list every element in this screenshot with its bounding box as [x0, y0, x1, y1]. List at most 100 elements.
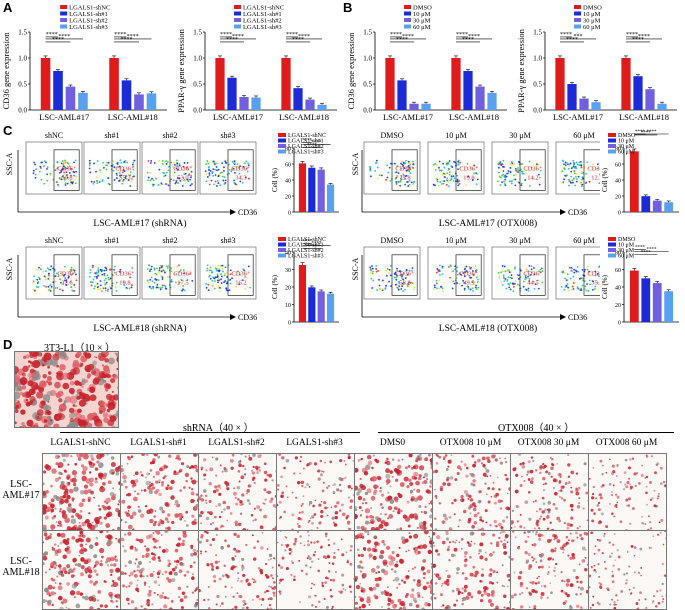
flow-event [451, 178, 453, 180]
flow-event [581, 167, 583, 169]
lipid-droplet [663, 544, 665, 546]
bar [463, 71, 472, 110]
flow-event [165, 287, 167, 289]
lipid-droplet [600, 496, 603, 499]
lipid-droplet [64, 491, 69, 496]
flow-event [408, 162, 410, 164]
lipid-droplet [206, 502, 208, 504]
lipid-droplet [128, 603, 130, 605]
lipid-droplet [479, 555, 483, 559]
lipid-droplet [666, 478, 667, 481]
lipid-droplet [408, 550, 410, 552]
lipid-droplet [478, 500, 481, 503]
lipid-droplet [567, 523, 571, 527]
lipid-droplet [370, 588, 374, 592]
flow-event [370, 278, 372, 280]
lipid-droplet [290, 551, 292, 553]
flow-event [152, 288, 154, 290]
flow-event [504, 270, 506, 272]
lipid-droplet [547, 571, 549, 573]
flow-event [572, 180, 574, 182]
flow-event [162, 278, 164, 280]
lipid-droplet [376, 485, 379, 488]
micrograph [198, 453, 277, 533]
lipid-droplet [148, 590, 151, 593]
lipid-droplet [133, 570, 135, 572]
flow-event [205, 170, 207, 172]
flow-event [513, 286, 515, 288]
flow-event [64, 266, 66, 268]
lipid-droplet [379, 490, 382, 493]
lipid-droplet [380, 550, 384, 554]
flow-event [229, 289, 231, 291]
lipid-droplet [50, 419, 52, 421]
flow-event [573, 269, 575, 271]
lipid-droplet [32, 360, 40, 368]
lipid-droplet [144, 584, 146, 586]
y-tick-label: 1.0 [193, 55, 202, 63]
flow-event [101, 180, 103, 182]
lipid-droplet [135, 548, 138, 551]
lipid-droplet [307, 521, 309, 523]
lipid-droplet [421, 566, 425, 570]
lipid-droplet [39, 380, 47, 388]
lipid-droplet [281, 456, 284, 459]
lipid-droplet [449, 541, 451, 543]
lipid-droplet [366, 599, 371, 604]
lipid-droplet [645, 491, 648, 494]
lipid-droplet [442, 583, 444, 585]
flow-event [65, 184, 67, 186]
flow-event [574, 167, 576, 169]
lipid-droplet [437, 576, 440, 579]
lipid-droplet [122, 475, 127, 480]
flow-event [477, 179, 479, 181]
lipid-droplet [437, 553, 440, 556]
lipid-droplet [626, 481, 629, 484]
lipid-droplet [494, 502, 497, 505]
lipid-droplet [568, 476, 570, 478]
flow-event [562, 182, 564, 184]
flow-event [503, 277, 505, 279]
lipid-droplet [75, 563, 78, 566]
lipid-droplet [491, 496, 493, 498]
lipid-droplet [78, 525, 81, 528]
lipid-droplet [102, 505, 105, 508]
flow-event [439, 274, 441, 276]
lipid-droplet [526, 560, 529, 563]
flow-event [46, 168, 48, 170]
lipid-droplet [367, 488, 372, 493]
flow-event [232, 161, 234, 163]
flow-event [75, 176, 77, 178]
lipid-droplet [286, 485, 288, 487]
flow-event [396, 268, 398, 270]
lipid-droplet [106, 394, 112, 400]
lipid-droplet [365, 521, 369, 525]
lipid-droplet [220, 487, 222, 489]
lipid-droplet [297, 481, 300, 484]
flow-event [503, 170, 505, 172]
lipid-droplet [309, 557, 312, 560]
lipid-droplet [628, 497, 631, 500]
lipid-droplet [207, 599, 209, 601]
lipid-droplet [310, 566, 312, 568]
y-tick-label: 20 [285, 195, 291, 201]
flow-event [132, 162, 134, 164]
flow-event [370, 270, 372, 272]
lipid-droplet [109, 569, 113, 573]
lipid-droplet [498, 523, 502, 527]
lipid-droplet [55, 552, 59, 556]
legend-swatch [278, 254, 286, 258]
flow-event [433, 288, 435, 290]
lipid-droplet [58, 398, 62, 402]
lipid-droplet [640, 575, 642, 577]
lipid-droplet [112, 391, 114, 393]
flow-event [215, 276, 217, 278]
lipid-droplet [450, 476, 453, 479]
flow-event [38, 267, 40, 269]
y-tick-label: 1.5 [533, 29, 542, 37]
lipid-droplet [535, 533, 537, 535]
lipid-droplet [245, 544, 247, 546]
lipid-droplet [591, 566, 593, 568]
lipid-droplet [461, 603, 463, 605]
